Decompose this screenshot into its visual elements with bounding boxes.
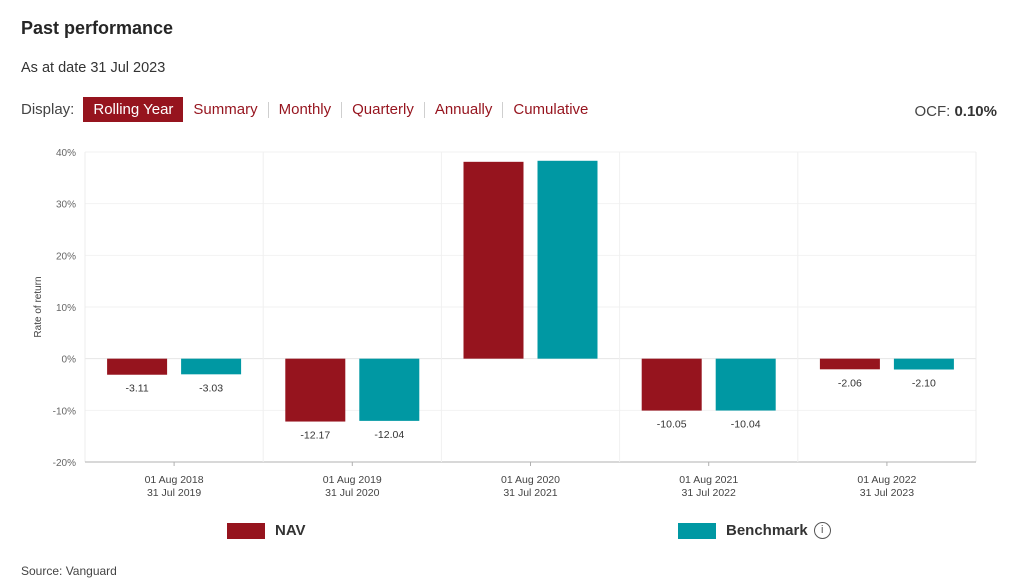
bar-nav [819,358,880,370]
legend-nav-swatch [227,522,265,539]
data-label: -2.06 [838,377,862,389]
x-tick-label: 31 Jul 2021 [503,487,557,499]
tab-separator [423,101,425,118]
data-label: -2.10 [912,378,936,390]
y-tick-label: 40% [56,148,76,159]
page-title: Past performance [21,18,174,38]
tab-rolling-year[interactable]: Rolling Year [83,97,184,122]
bar-nav [285,358,346,422]
x-tick-label: 01 Aug 2019 [323,474,382,486]
tab-summary[interactable]: Summary [193,101,258,118]
bar-nav [641,358,702,411]
data-label: -10.04 [731,419,761,431]
tab-quarterly[interactable]: Quarterly [352,101,414,118]
bar-benchmark [715,358,776,411]
tab-cumulative[interactable]: Cumulative [513,101,589,118]
y-tick-label: 10% [56,303,76,314]
ocf-value: 0.10% [954,103,997,120]
legend-nav-label: NAV [275,522,306,539]
data-label: -3.03 [199,382,223,394]
legend-benchmark[interactable]: Benchmark i [678,522,831,539]
x-tick-label: 01 Aug 2020 [501,474,560,486]
display-selector: Display: Rolling Year Summary Monthly Qu… [21,97,598,122]
x-tick-label: 01 Aug 2021 [679,474,738,486]
data-label: -12.04 [374,429,404,441]
x-tick-label: 31 Jul 2019 [147,487,201,499]
y-tick-label: 20% [56,251,76,262]
bar-nav [463,161,524,359]
tab-separator [502,101,504,118]
as-at-date: As at date 31 Jul 2023 [21,60,166,76]
bar-benchmark [181,358,242,375]
data-label: -12.17 [300,430,330,442]
ocf: OCF: 0.10% [914,103,997,120]
tab-separator [341,101,343,118]
y-axis-title: Rate of return [33,276,44,337]
y-tick-label: 30% [56,200,76,211]
x-tick-label: 01 Aug 2018 [145,474,204,486]
x-tick-label: 31 Jul 2020 [325,487,379,499]
y-tick-label: 0% [62,355,77,366]
display-label: Display: [21,101,75,118]
tab-annually[interactable]: Annually [434,101,493,118]
tab-monthly[interactable]: Monthly [278,101,332,118]
legend-benchmark-label: Benchmark [726,522,808,539]
x-tick-label: 31 Jul 2023 [860,487,914,499]
source-note: Source: Vanguard [21,564,117,578]
bar-benchmark [359,358,420,421]
data-label: -3.11 [126,383,149,395]
data-label: -10.05 [657,419,687,431]
bar-benchmark [537,160,598,359]
tab-separator [267,101,269,118]
bar-nav [107,358,168,375]
y-tick-label: -10% [53,406,76,417]
legend-benchmark-swatch [678,522,716,539]
x-tick-label: 01 Aug 2022 [857,474,916,486]
bar-benchmark [893,358,954,370]
legend-nav[interactable]: NAV [227,522,306,539]
ocf-label: OCF: [914,103,951,120]
info-circle-icon[interactable]: i [813,522,831,539]
x-tick-label: 31 Jul 2022 [682,487,736,499]
y-tick-label: -20% [53,458,76,469]
